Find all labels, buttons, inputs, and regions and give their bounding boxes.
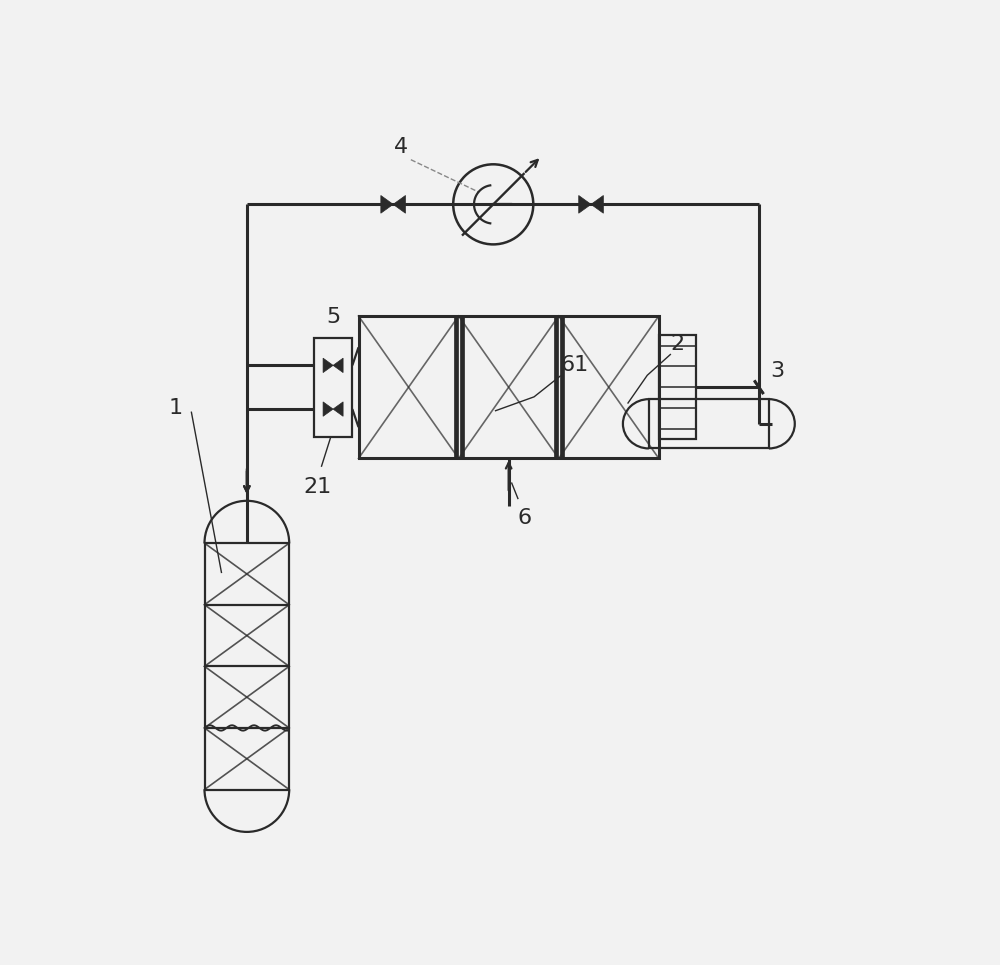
Text: 61: 61 <box>560 355 588 375</box>
Text: 5: 5 <box>326 307 340 327</box>
Bar <box>659 335 696 439</box>
Polygon shape <box>393 196 405 213</box>
Polygon shape <box>579 196 591 213</box>
Polygon shape <box>333 401 343 416</box>
Polygon shape <box>333 358 343 372</box>
Bar <box>359 316 659 458</box>
Polygon shape <box>323 401 333 416</box>
Text: 4: 4 <box>394 137 408 156</box>
Text: 1: 1 <box>168 399 182 419</box>
Bar <box>205 543 289 789</box>
Bar <box>314 338 352 437</box>
Bar <box>649 400 769 449</box>
Polygon shape <box>323 358 333 372</box>
Polygon shape <box>591 196 603 213</box>
Text: 3: 3 <box>770 362 785 381</box>
Text: 2: 2 <box>670 335 684 354</box>
Text: 6: 6 <box>518 509 532 529</box>
Polygon shape <box>381 196 393 213</box>
Text: 21: 21 <box>304 477 332 497</box>
